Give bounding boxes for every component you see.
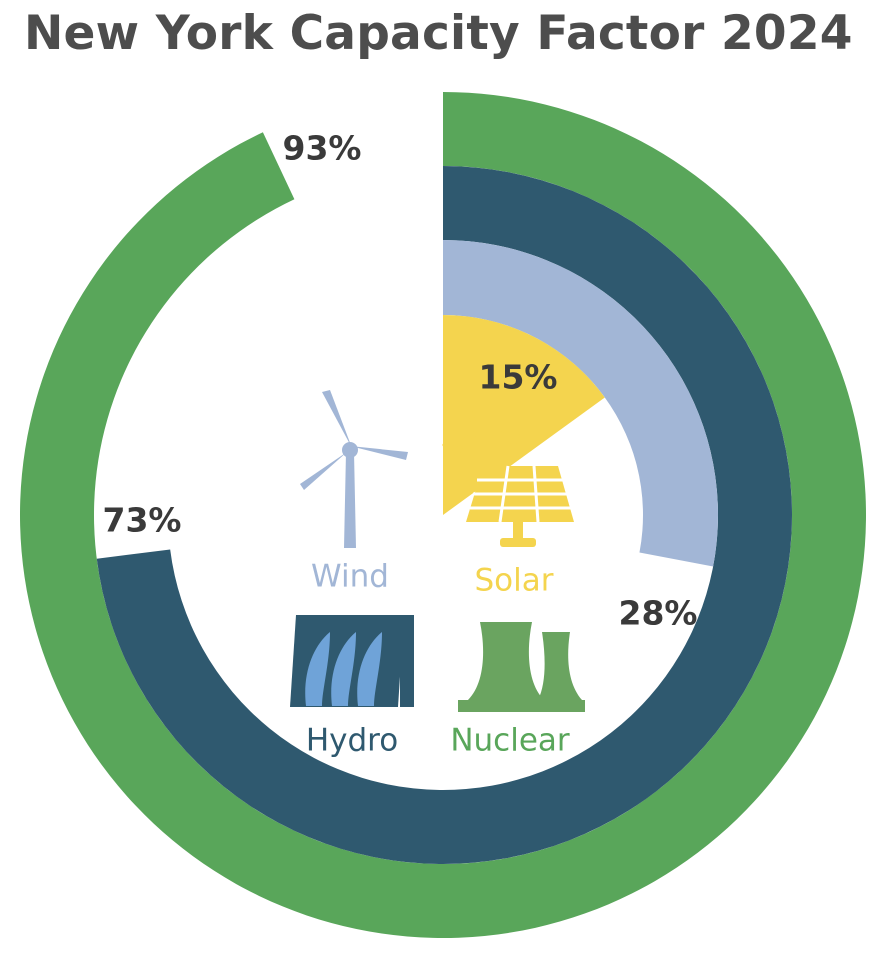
wind-value-label: 28%	[619, 594, 698, 633]
hydro-value-label: 73%	[103, 501, 182, 540]
wind-arc	[443, 240, 718, 567]
chart-rings	[19, 92, 867, 938]
chart-title: New York Capacity Factor 2024	[24, 6, 853, 61]
wind-legend-label: Wind	[311, 559, 389, 595]
nuclear-legend-label: Nuclear	[450, 723, 570, 759]
solar-arc	[443, 315, 605, 515]
hydro-legend-label: Hydro	[306, 723, 398, 759]
solar-legend-label: Solar	[475, 563, 554, 599]
wind-turbine-icon	[300, 390, 408, 548]
solar-value-label: 15%	[479, 358, 558, 397]
solar-panel-icon	[442, 409, 574, 547]
hydro-dam-icon	[290, 615, 414, 707]
nuclear-cooling-tower-icon	[458, 622, 585, 712]
value-labels: 93% 73% 28% 15%	[103, 129, 698, 633]
nuclear-value-label: 93%	[283, 129, 362, 168]
